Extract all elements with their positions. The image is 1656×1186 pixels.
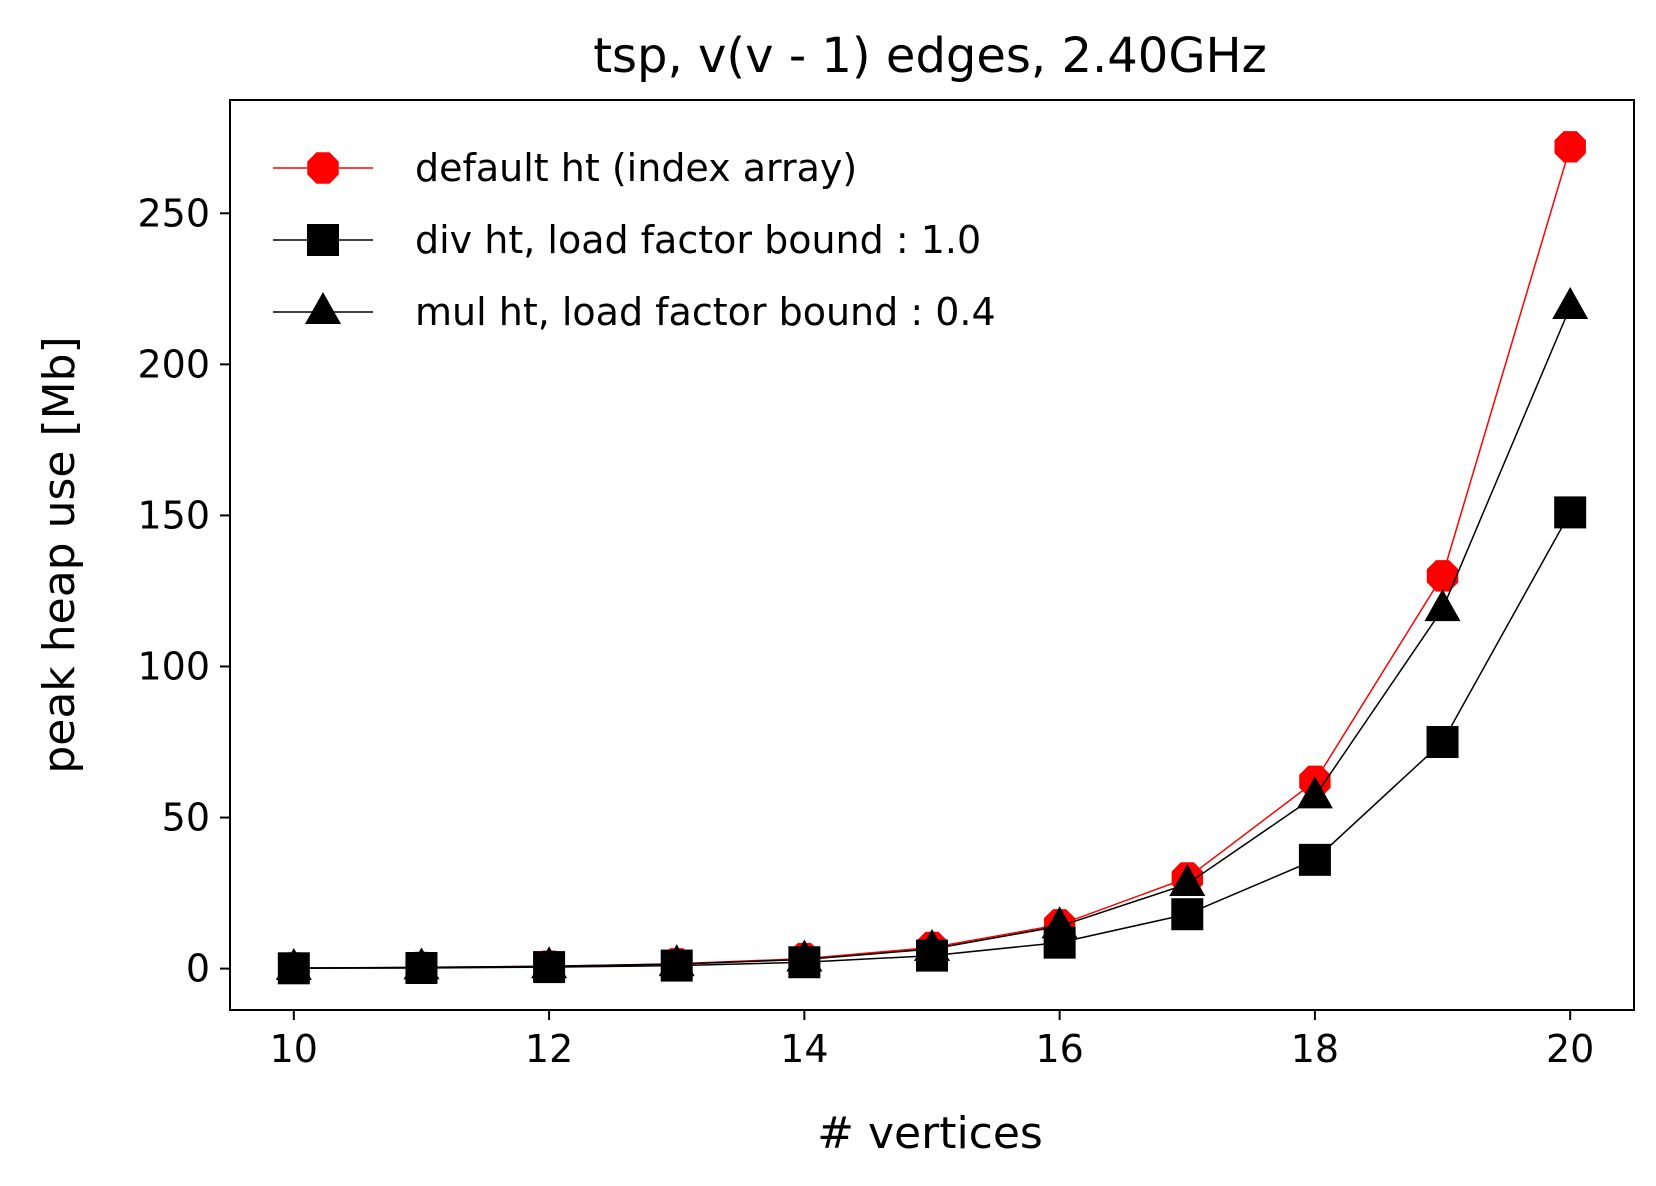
y-tick-label: 250	[137, 191, 210, 235]
data-point	[1169, 864, 1206, 896]
data-point	[1554, 131, 1586, 163]
data-point	[275, 948, 312, 980]
plot-series	[275, 131, 1589, 985]
series-1	[277, 496, 1587, 985]
legend-marker	[305, 292, 341, 324]
legend-label: default ht (index array)	[415, 146, 857, 190]
series-line	[293, 306, 1571, 969]
x-tick-label: 18	[1291, 1027, 1339, 1071]
legend-marker	[307, 152, 339, 184]
legend-label: mul ht, load factor bound : 0.4	[415, 290, 996, 334]
legend-label: div ht, load factor bound : 1.0	[415, 218, 981, 262]
legend-item: mul ht, load factor bound : 0.4	[273, 290, 996, 334]
data-point	[1426, 726, 1459, 759]
data-point	[1171, 898, 1204, 931]
legend-marker	[307, 224, 339, 256]
y-tick-label: 150	[137, 493, 210, 537]
data-point	[1296, 776, 1333, 809]
data-point	[1554, 496, 1587, 529]
data-point	[1426, 560, 1459, 592]
y-tick-label: 0	[186, 947, 210, 991]
x-tick-label: 12	[525, 1027, 573, 1071]
x-tick-label: 10	[270, 1027, 318, 1071]
series-2	[275, 287, 1589, 980]
data-point	[1298, 843, 1331, 876]
data-point	[1424, 589, 1461, 622]
y-tick-label: 100	[137, 644, 210, 688]
data-point	[1552, 287, 1589, 319]
x-tick-label: 16	[1035, 1027, 1083, 1071]
data-point	[403, 947, 440, 980]
y-axis-label: peak heap use [Mb]	[34, 336, 85, 773]
data-point	[786, 939, 823, 972]
legend-item: div ht, load factor bound : 1.0	[273, 218, 981, 262]
legend: default ht (index array) div ht, load fac…	[273, 146, 996, 334]
chart-title: tsp, v(v - 1) edges, 2.40GHz	[593, 28, 1267, 84]
x-tick-label: 14	[780, 1027, 828, 1071]
y-axis: 0 50 100 150 200 250	[137, 191, 230, 991]
data-point	[914, 929, 950, 961]
y-tick-label: 200	[137, 342, 210, 386]
data-point	[658, 944, 695, 977]
data-point	[531, 946, 568, 979]
legend-item: default ht (index array)	[273, 146, 857, 190]
x-axis: 10 12 14 16 18 20	[270, 1010, 1594, 1071]
x-axis-label: # vertices	[817, 1108, 1043, 1159]
data-point	[1041, 906, 1078, 939]
x-tick-label: 20	[1546, 1027, 1594, 1071]
plot-frame	[229, 99, 1635, 1011]
series-line	[293, 146, 1571, 969]
series-line	[293, 512, 1571, 970]
y-tick-label: 50	[162, 796, 210, 840]
